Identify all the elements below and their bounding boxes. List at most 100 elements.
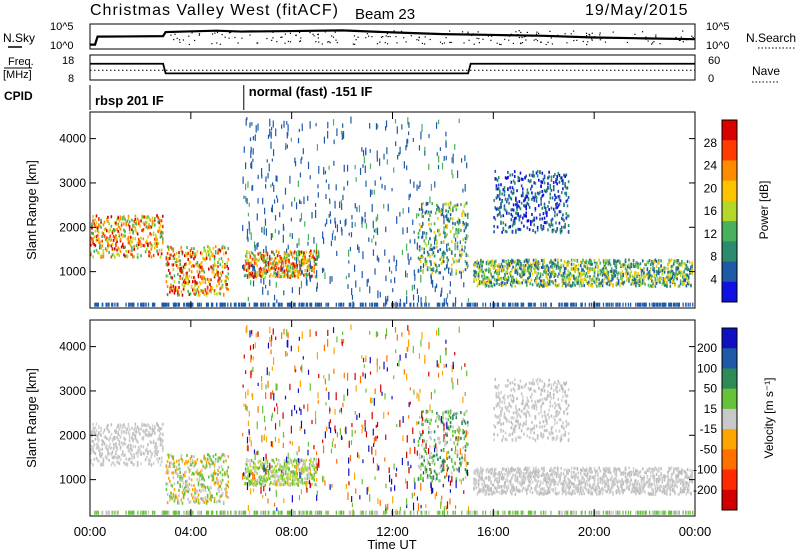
power-cell (342, 302, 345, 307)
power-cell (556, 177, 558, 181)
noise-dot (523, 36, 525, 38)
power-cell (201, 265, 203, 269)
power-cell (169, 286, 171, 290)
power-cell (262, 197, 264, 205)
power-cell (612, 272, 614, 276)
power-cell (531, 184, 533, 188)
power-cell (582, 268, 584, 272)
power-cell (563, 271, 566, 275)
power-cell (550, 265, 552, 269)
power-cell (128, 242, 131, 246)
noise-panel: N.Sky 10^5 10^0 10^5 10^0 N.Search (3, 21, 796, 52)
velocity-cell (145, 447, 148, 451)
noise-dot (612, 31, 614, 33)
power-cell (249, 274, 252, 278)
power-cell (303, 196, 305, 205)
velocity-cell (213, 469, 216, 473)
power-cell (458, 258, 460, 263)
power-cell (149, 232, 151, 236)
velocity-cell (161, 447, 164, 451)
power-cell (497, 187, 500, 191)
power-cell (669, 278, 672, 282)
velocity-cell (90, 448, 92, 452)
power-cell (295, 262, 297, 266)
power-cell (526, 188, 529, 192)
power-cell (274, 263, 277, 267)
power-cell (567, 224, 570, 228)
power-cell (526, 201, 529, 205)
power-cell (118, 219, 121, 223)
noise-dot (659, 43, 661, 45)
power-cell (477, 271, 480, 275)
power-cell (333, 160, 335, 166)
power-cell (589, 268, 591, 272)
velocity-cell (105, 437, 108, 441)
power-cell (429, 266, 431, 270)
power-cell (391, 187, 393, 192)
power-cell (548, 208, 550, 212)
power-cell (525, 280, 528, 284)
power-cell (172, 257, 175, 261)
noise-dot (387, 36, 389, 38)
power-cell (517, 302, 519, 307)
power-cell (221, 285, 224, 289)
power-cell (195, 281, 198, 285)
power-cell (137, 240, 140, 244)
power-cell (508, 225, 510, 229)
power-cell (204, 249, 207, 253)
power-cell (92, 214, 94, 218)
power-cell (581, 273, 583, 277)
cpid-label: CPID (4, 89, 33, 103)
power-cell (567, 302, 569, 307)
velocity-cell (93, 443, 96, 447)
power-cell (189, 260, 192, 264)
power-cell (505, 211, 508, 215)
velocity-cell (170, 496, 172, 500)
power-cell (481, 270, 483, 274)
power-cell (92, 237, 94, 241)
power-cell (445, 297, 447, 305)
power-cell (185, 281, 187, 285)
power-cell (280, 256, 282, 260)
power-cell (591, 268, 594, 272)
power-cell (500, 267, 503, 271)
power-cell (503, 276, 505, 280)
noise-dot (682, 30, 684, 32)
noise-dot (224, 36, 226, 38)
velocity-cell (255, 482, 257, 486)
power-cell (528, 264, 530, 268)
velocity-cell (196, 469, 199, 473)
power-cell (167, 268, 170, 272)
power-cell (270, 261, 272, 265)
velocity-cell (161, 433, 164, 437)
power-cell (249, 122, 251, 128)
power-cell (351, 288, 353, 296)
power-cell (218, 282, 220, 286)
power-cell (682, 272, 684, 276)
power-cell (263, 277, 265, 285)
power-cell (435, 235, 437, 241)
power-cell (638, 283, 641, 287)
power-cell (272, 251, 274, 255)
velocity-cell (171, 455, 173, 459)
power-cell (608, 302, 611, 307)
power-cell (545, 284, 548, 288)
noise-dot (328, 30, 330, 32)
power-cell (522, 271, 525, 275)
power-cell (509, 283, 512, 287)
power-cell (540, 265, 543, 269)
power-cell (214, 264, 217, 268)
noise-dot (247, 31, 249, 33)
power-cell (592, 278, 595, 282)
noise-dot (416, 39, 418, 41)
power-cell (477, 273, 480, 277)
power-cell (540, 199, 542, 203)
power-cell (378, 158, 381, 166)
power-cell (203, 270, 206, 274)
velocity-cell (282, 473, 285, 477)
power-cell (500, 183, 502, 187)
power-cell (316, 282, 318, 289)
power-cell (534, 263, 536, 267)
power-cell (532, 261, 535, 265)
velocity-cell (128, 457, 131, 461)
